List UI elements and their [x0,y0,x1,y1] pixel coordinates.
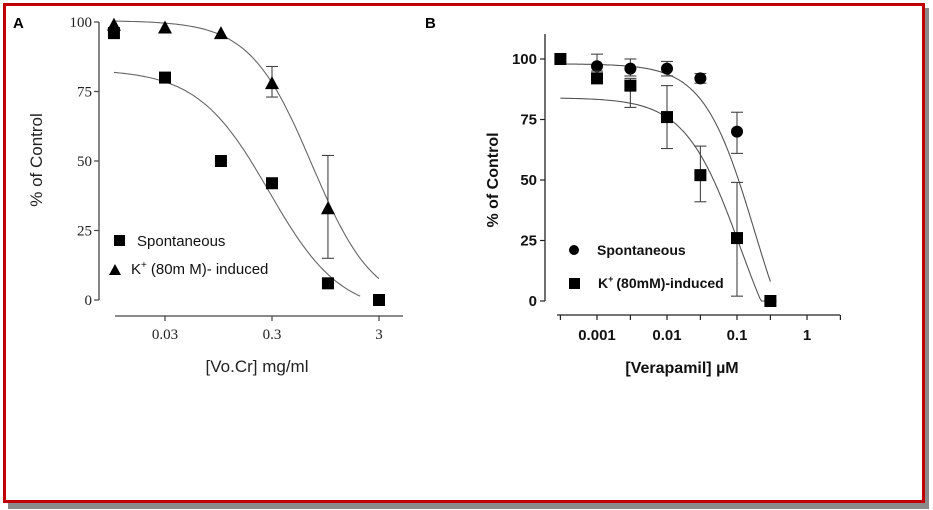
y-tick-label: 25 [520,233,537,250]
legend-square-marker [569,278,580,289]
y-tick-label: 25 [77,224,92,240]
data-point-circle [661,62,673,75]
chart-b-legend: Spontaneous K+ (80mM)-induced [569,242,724,291]
panel-b-label: B [425,15,436,32]
panel-a-label: A [13,15,24,32]
legend-b-k-label: K+ (80mM)-induced [598,274,724,291]
data-point-triangle [106,17,121,31]
data-point-circle [731,125,743,138]
x-tick-label: 0.1 [727,327,748,344]
data-point-circle [624,62,637,75]
y-tick-label: 50 [520,172,537,189]
y-tick-label: 50 [77,154,92,170]
legend-triangle-marker [109,264,121,275]
y-tick-label: 75 [520,112,537,129]
legend-a-k-label: K+ (80m M)- induced [131,260,268,278]
fit-curve [113,20,380,280]
data-point-triangle [265,76,279,90]
x-tick-label: 0.3 [263,327,282,343]
data-point-square [694,169,707,182]
data-point-square [731,232,743,245]
data-point-square [591,72,603,85]
chart-a-ylabel: % of Control [27,113,46,207]
y-tick-label: 100 [70,15,93,31]
data-point-circle [591,60,603,73]
data-point-circle [694,72,707,85]
data-point-triangle [320,201,335,215]
fit-curve [113,71,361,297]
x-tick-label: 0.001 [578,327,616,344]
data-point-square [554,53,567,65]
data-point-square [321,277,334,290]
legend-circle-marker [569,245,579,255]
legend-square-marker [114,235,125,246]
data-point-square [159,71,171,84]
data-point-square [764,295,777,307]
data-point-square [214,155,227,167]
y-tick-label: 0 [85,293,93,309]
legend-a-spontaneous: Spontaneous [137,233,225,250]
chart-a-legend: Spontaneous K+ (80m M)- induced [109,233,268,278]
data-point-triangle [158,20,172,34]
y-tick-label: 100 [512,51,537,68]
data-point-square [373,294,385,306]
figure-frame [3,3,925,503]
y-tick-label: 75 [77,85,92,101]
chart-a-xlabel: [Vo.Cr] mg/ml [206,357,309,376]
chart-b: % of Control [Verapamil] µM Spontaneous … [485,34,841,377]
data-point-square [661,111,673,124]
data-point-triangle [213,26,228,40]
x-tick-label: 1 [803,327,811,344]
data-point-square [624,79,637,92]
chart-b-xlabel: [Verapamil] µM [625,360,738,377]
y-tick-label: 0 [529,293,537,310]
x-tick-label: 3 [375,327,383,343]
x-tick-label: 0.01 [652,327,681,344]
legend-b-spontaneous: Spontaneous [597,242,686,258]
data-point-square [266,177,278,190]
chart-b-ylabel: % of Control [485,132,502,227]
chart-a: % of Control [Vo.Cr] mg/ml Spontaneous K… [27,15,403,376]
x-tick-label: 0.03 [152,327,178,343]
